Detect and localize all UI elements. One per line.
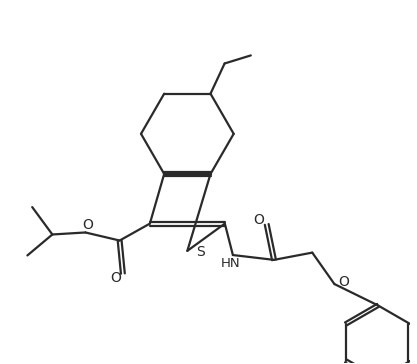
Text: S: S [196,245,205,259]
Text: O: O [82,218,93,232]
Text: O: O [110,272,121,285]
Text: O: O [253,213,264,226]
Text: O: O [338,275,349,289]
Text: HN: HN [221,257,241,270]
